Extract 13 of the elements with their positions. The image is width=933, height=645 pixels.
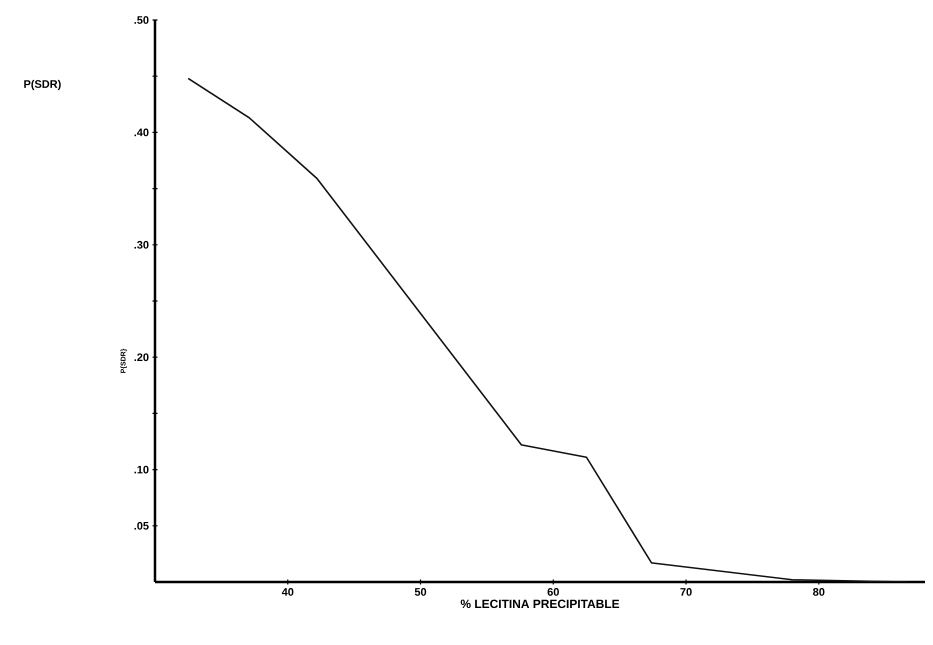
y-tick-label: .30: [134, 240, 149, 249]
y-tick-label: .20: [134, 353, 149, 362]
x-axis-title: % LECITINA PRECIPITABLE: [460, 600, 620, 608]
x-tick-label: 60: [548, 588, 559, 596]
x-tick-label: 70: [680, 588, 692, 596]
y-tick-label: .50: [134, 16, 149, 24]
y-tick-label: .05: [134, 522, 149, 530]
x-tick-label: 80: [813, 588, 824, 596]
text: P(SDR): [24, 80, 61, 90]
x-tick-label: 40: [282, 588, 294, 596]
y-tick-label: .40: [134, 128, 149, 136]
y-tick-label: .10: [134, 466, 149, 474]
x-tick-label: 50: [414, 588, 426, 596]
